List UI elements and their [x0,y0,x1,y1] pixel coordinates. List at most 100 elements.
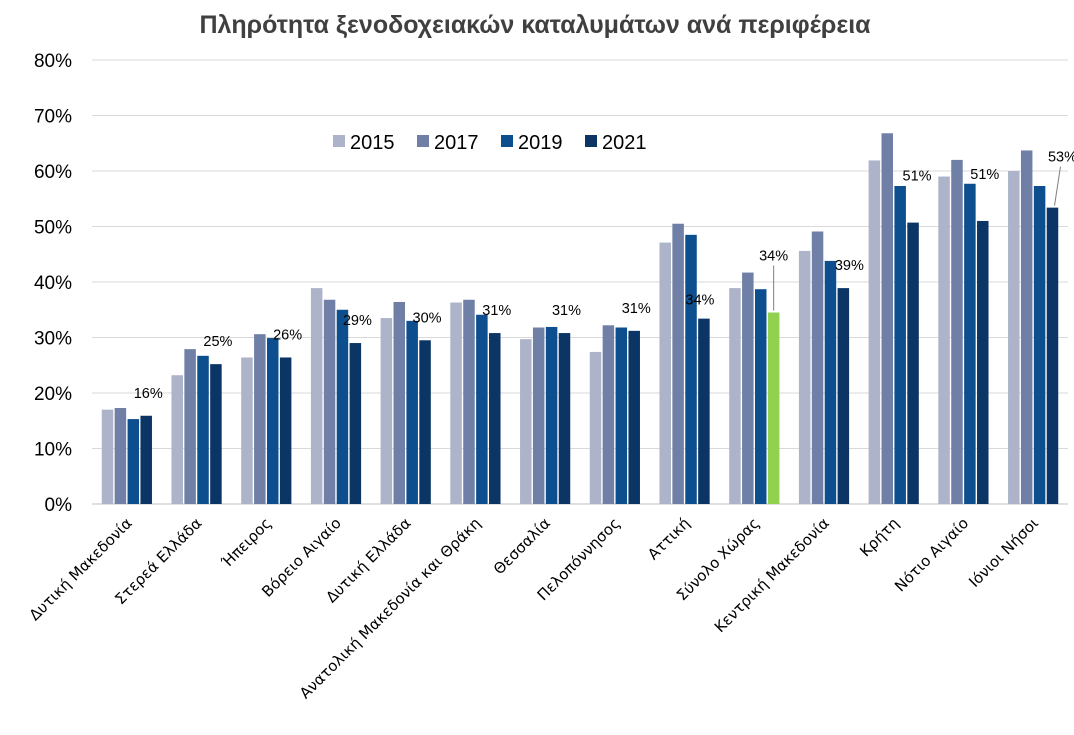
bar [101,409,114,504]
data-label: 51% [903,169,932,185]
bar [589,351,602,504]
bar [380,318,393,504]
data-label: 16% [134,386,163,402]
bar [881,133,894,504]
bar [811,231,824,504]
bars [101,133,1059,505]
data-label: 34% [685,293,714,309]
data-label: 31% [622,301,651,317]
bar [266,338,279,504]
bar [393,301,406,504]
legend-label: 2019 [518,132,563,154]
y-tick-label: 20% [34,384,72,405]
category-label: Δυτική Μακεδονία [26,514,136,624]
bar [938,176,950,505]
category-label: Ιόνιοι Νήσοι [965,514,1042,591]
label-leader-lines [773,166,1061,311]
bar [868,160,881,504]
data-label: 30% [413,310,442,326]
data-label: 25% [203,334,232,350]
category-label: Νότιο Αιγαίο [891,514,972,595]
data-label: 29% [343,313,372,329]
bar [628,330,640,504]
bar [1046,207,1059,504]
bar [977,220,989,504]
bar [754,289,767,504]
data-label: 31% [552,303,581,319]
bar [114,407,127,504]
bar [532,327,545,504]
y-tick-label: 10% [34,440,72,461]
bar [254,334,266,504]
bar [463,299,475,504]
bar [824,260,837,504]
bar [450,302,462,504]
bar [323,299,336,504]
bar [615,327,628,504]
legend: 2015 2017 2019 2021 [333,132,647,154]
bar [476,314,488,504]
bar [406,320,418,504]
bar [698,318,710,504]
data-label: 53% [1048,150,1074,166]
bar [171,375,183,504]
category-label: Αττική [644,514,693,563]
legend-swatch [417,135,429,147]
bar [894,185,906,505]
bar [907,222,919,505]
category-label: Ήπειρος [217,514,275,572]
bar [742,272,754,504]
bar [184,349,196,504]
bar [767,312,780,504]
bar [1033,185,1046,505]
y-axis-ticks: 0% 10% 20% 30% 40% 50% 60% 70% 80% [34,51,72,516]
y-tick-label: 30% [34,329,72,350]
legend-label: 2017 [434,132,479,154]
bar [210,364,222,504]
y-tick-label: 60% [34,162,72,183]
bar [279,357,292,504]
bar [197,355,209,504]
bar [558,333,571,504]
bar [729,288,741,504]
legend-label: 2015 [350,132,395,154]
y-tick-label: 40% [34,273,72,294]
gridlines [92,59,1068,505]
bar [659,242,671,504]
category-label: Κρήτη [856,514,902,560]
data-label: 34% [759,249,788,265]
y-tick-label: 80% [34,51,72,72]
bar [419,340,431,504]
y-tick-label: 50% [34,218,72,239]
bar [140,415,152,504]
data-label: 26% [273,327,302,343]
y-tick-label: 70% [34,107,72,128]
legend-label: 2021 [602,132,647,154]
legend-swatch [585,135,597,147]
bar [336,309,349,504]
data-label: 51% [970,167,999,183]
bar [127,419,140,504]
category-label: Θεσσαλία [490,514,554,578]
bar [1020,150,1033,504]
bar [951,159,963,504]
category-label: Κεντρική Μακεδονία [711,514,833,636]
legend-swatch [501,135,513,147]
bar [837,288,850,504]
bar [310,288,323,504]
bar [602,325,615,504]
bar [672,223,684,504]
legend-swatch [333,135,345,147]
bar [545,326,558,504]
bar [520,339,532,504]
bar [964,183,976,504]
data-labels: 16% 25% 26% 29% 30% 31% 31% 31% 34% 34% 39% 51% 51% 5… [134,150,1074,402]
data-label: 31% [482,303,511,319]
chart-title: Πληρότητα ξενοδοχειακών καταλυμάτων ανά … [199,11,871,39]
bar [685,234,697,504]
bar [241,357,253,504]
y-tick-label: 0% [45,495,73,516]
bar [349,343,362,504]
